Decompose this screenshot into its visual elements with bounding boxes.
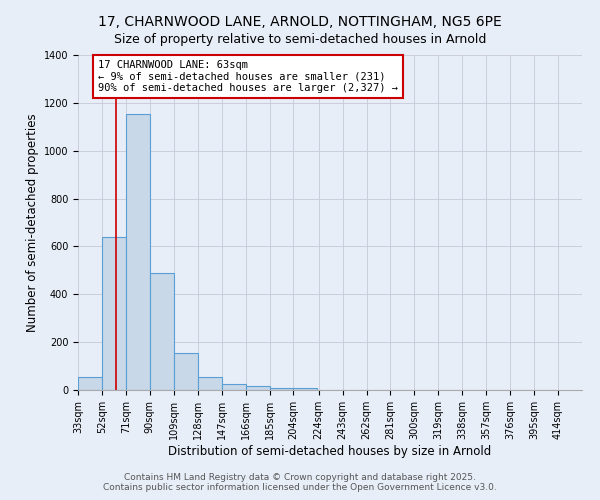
Bar — [198, 377, 221, 390]
Bar — [78, 377, 102, 390]
X-axis label: Distribution of semi-detached houses by size in Arnold: Distribution of semi-detached houses by … — [169, 444, 491, 458]
Bar — [174, 353, 198, 390]
Text: 17 CHARNWOOD LANE: 63sqm
← 9% of semi-detached houses are smaller (231)
90% of s: 17 CHARNWOOD LANE: 63sqm ← 9% of semi-de… — [98, 60, 398, 93]
Bar — [102, 237, 126, 390]
Text: Contains HM Land Registry data © Crown copyright and database right 2025.
Contai: Contains HM Land Registry data © Crown c… — [103, 473, 497, 492]
Y-axis label: Number of semi-detached properties: Number of semi-detached properties — [26, 113, 40, 332]
Text: 17, CHARNWOOD LANE, ARNOLD, NOTTINGHAM, NG5 6PE: 17, CHARNWOOD LANE, ARNOLD, NOTTINGHAM, … — [98, 15, 502, 29]
Bar — [221, 384, 245, 390]
Bar — [245, 386, 269, 390]
Bar — [126, 114, 150, 390]
Bar — [269, 388, 293, 390]
Bar — [150, 273, 174, 390]
Text: Size of property relative to semi-detached houses in Arnold: Size of property relative to semi-detach… — [114, 32, 486, 46]
Bar — [293, 388, 317, 390]
